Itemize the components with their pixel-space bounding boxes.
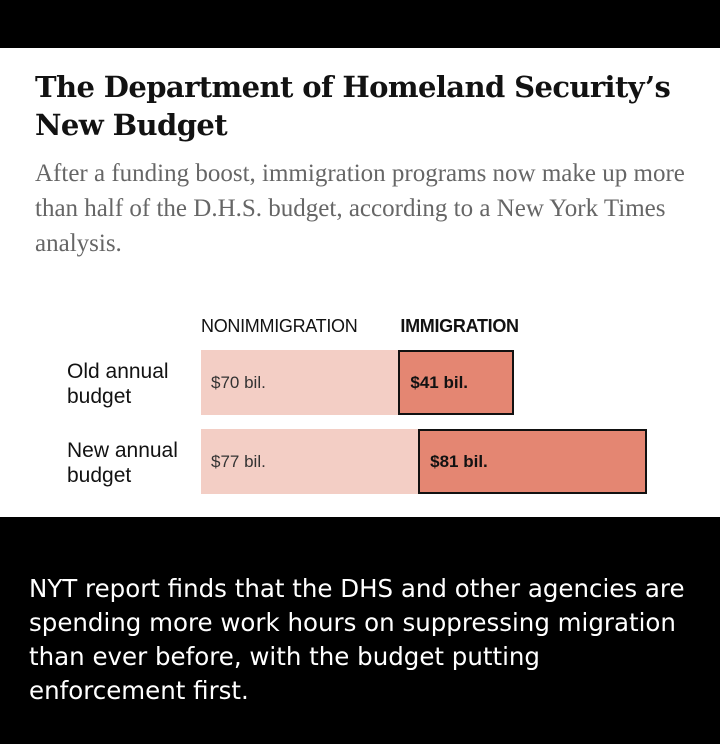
legend-nonimmigration: NONIMMIGRATION	[201, 316, 358, 336]
bar-new-nonimmigration: $77 bil.	[201, 429, 419, 494]
stacked-bar-chart: NONIMMIGRATION IMMIGRATION Old annual bu…	[0, 48, 720, 517]
chart-title: The Department of Homeland Security’s Ne…	[35, 70, 671, 142]
chart-card: The Department of Homeland Security’s Ne…	[0, 48, 720, 517]
row-label-new-budget: New annual budget	[67, 439, 178, 487]
top-black-band	[0, 0, 720, 48]
row-label-old-budget: Old annual budget	[67, 360, 169, 408]
bar-value-label: $41 bil.	[410, 372, 469, 392]
chart-subtitle: After a funding boost, immigration progr…	[35, 160, 685, 257]
caption-text: NYT report finds that the DHS and other …	[29, 574, 685, 705]
bar-value-label: $77 bil.	[211, 451, 266, 471]
bar-old-immigration: $41 bil.	[398, 350, 514, 415]
bar-old-nonimmigration: $70 bil.	[201, 350, 399, 415]
bar-new-immigration: $81 bil.	[418, 429, 647, 494]
legend-immigration: IMMIGRATION	[400, 316, 519, 336]
bar-value-label: $70 bil.	[211, 372, 266, 392]
bar-value-label: $81 bil.	[430, 451, 488, 471]
